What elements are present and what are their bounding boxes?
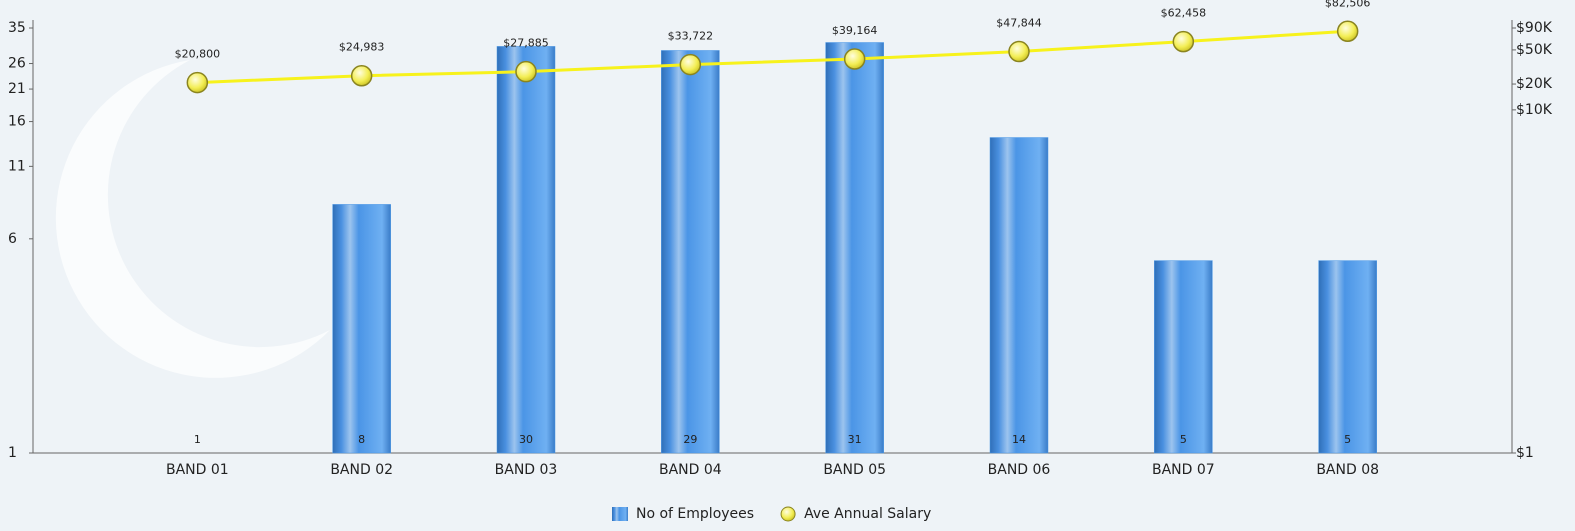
- salary-point: [680, 55, 700, 75]
- bar: [1319, 261, 1377, 453]
- bar-value-label: 5: [1344, 433, 1351, 446]
- legend-label: No of Employees: [636, 506, 754, 522]
- bar: [333, 204, 391, 453]
- y2-tick-label: $20K: [1516, 76, 1553, 92]
- y2-tick-label: $1: [1516, 445, 1534, 461]
- salary-point: [1173, 32, 1193, 52]
- x-tick-label: BAND 01: [166, 462, 229, 478]
- x-tick-label: BAND 03: [495, 462, 558, 478]
- bar: [661, 50, 719, 453]
- legend-label: Ave Annual Salary: [804, 506, 931, 522]
- chart: 161116212635$1$10K$20K$50K$90KBAND 01BAN…: [0, 0, 1575, 531]
- legend-swatch: [781, 507, 795, 521]
- y2-tick-label: $50K: [1516, 42, 1553, 58]
- y-tick-label: 6: [8, 231, 17, 247]
- bar: [990, 138, 1048, 453]
- y2-tick-label: $90K: [1516, 20, 1553, 36]
- salary-value-label: $27,885: [503, 37, 549, 50]
- bar-value-label: 1: [194, 433, 201, 446]
- bar-value-label: 5: [1180, 433, 1187, 446]
- y-tick-label: 11: [8, 158, 26, 174]
- page: {"chart_data": {"type": "combo", "catego…: [0, 0, 1575, 531]
- bar-value-label: 8: [358, 433, 365, 446]
- salary-value-label: $20,800: [175, 48, 221, 61]
- salary-value-label: $39,164: [832, 24, 878, 37]
- x-tick-label: BAND 08: [1316, 462, 1379, 478]
- legend-swatch: [612, 507, 628, 521]
- x-tick-label: BAND 07: [1152, 462, 1215, 478]
- salary-value-label: $24,983: [339, 41, 385, 54]
- bar-value-label: 30: [519, 433, 533, 446]
- x-tick-label: BAND 02: [330, 462, 393, 478]
- background-decoration: [56, 60, 330, 378]
- y-tick-label: 1: [8, 445, 17, 461]
- salary-value-label: $33,722: [668, 30, 714, 43]
- salary-value-label: $82,506: [1325, 0, 1371, 9]
- x-tick-label: BAND 05: [823, 462, 886, 478]
- salary-point: [352, 66, 372, 86]
- y-tick-label: 35: [8, 20, 26, 36]
- salary-point: [516, 62, 536, 82]
- bar-value-label: 31: [848, 433, 862, 446]
- bar: [1154, 261, 1212, 453]
- x-tick-label: BAND 06: [988, 462, 1051, 478]
- salary-point: [187, 73, 207, 93]
- bar: [826, 43, 884, 453]
- y2-tick-label: $10K: [1516, 102, 1553, 118]
- y-tick-label: 16: [8, 114, 26, 130]
- salary-point: [1338, 21, 1358, 41]
- bar: [497, 46, 555, 453]
- bar-value-label: 14: [1012, 433, 1026, 446]
- salary-value-label: $47,844: [996, 17, 1042, 30]
- bar-value-label: 29: [683, 433, 697, 446]
- y-tick-label: 21: [8, 81, 26, 97]
- salary-value-label: $62,458: [1161, 7, 1207, 20]
- x-tick-label: BAND 04: [659, 462, 722, 478]
- salary-point: [845, 49, 865, 69]
- y-tick-label: 26: [8, 56, 26, 72]
- salary-point: [1009, 42, 1029, 62]
